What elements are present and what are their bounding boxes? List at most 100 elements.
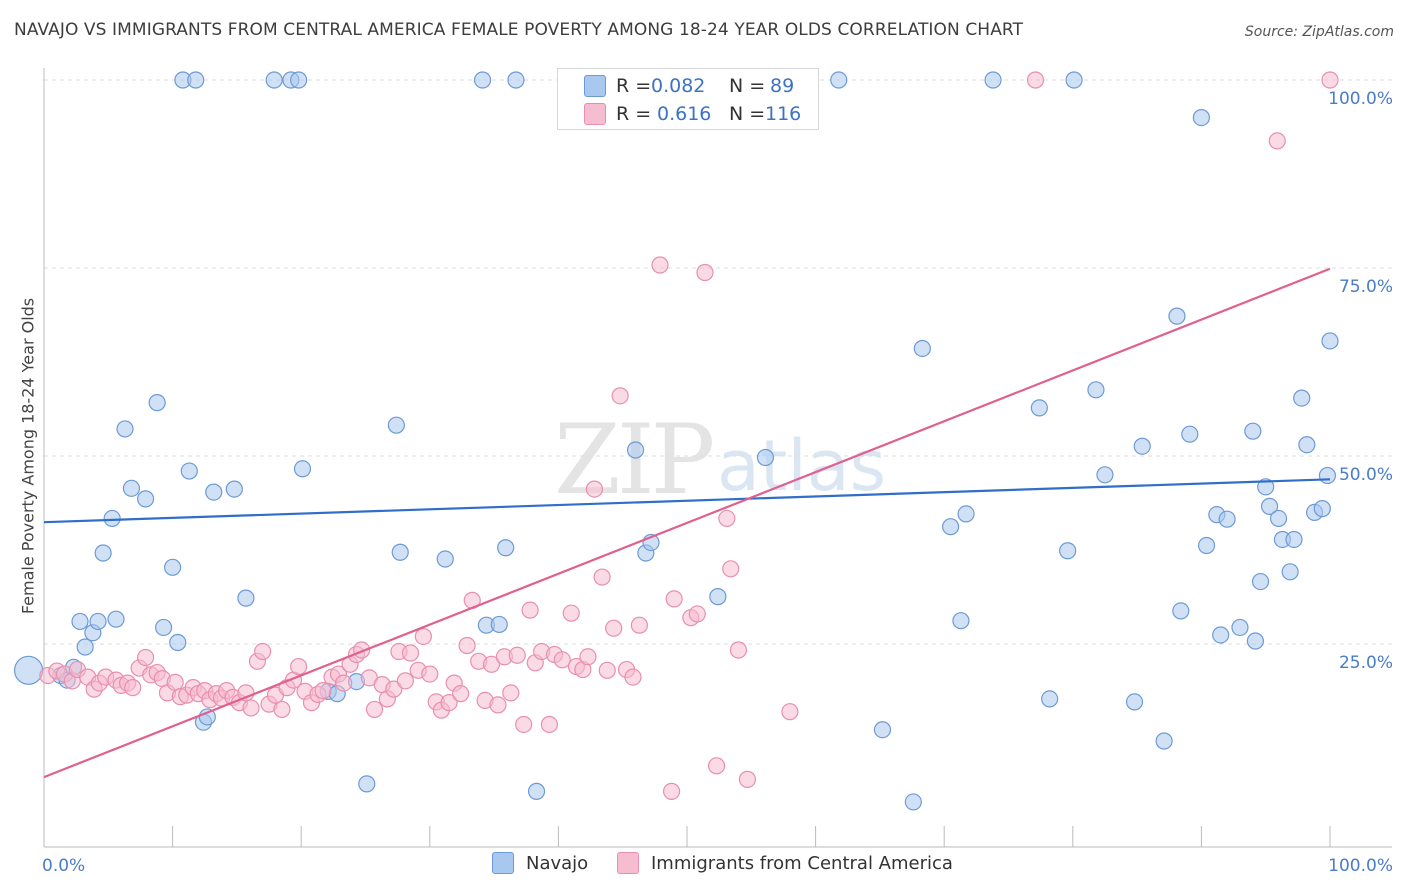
data-point <box>585 480 604 498</box>
data-point <box>873 721 892 739</box>
data-point <box>1260 497 1279 515</box>
data-point <box>718 509 736 528</box>
data-point <box>166 673 184 691</box>
x-tick-label: 0.0% <box>42 856 85 876</box>
data-point <box>89 612 107 631</box>
data-point <box>1192 108 1211 127</box>
data-point <box>482 655 501 673</box>
data-point <box>984 71 1002 89</box>
data-point <box>553 651 571 669</box>
data-point <box>722 560 740 578</box>
data-point <box>440 694 458 712</box>
immigrants-points <box>39 71 1339 800</box>
data-point <box>385 680 403 698</box>
data-point <box>1065 71 1083 89</box>
data-point <box>71 612 89 631</box>
data-point <box>1318 466 1337 485</box>
data-point <box>148 394 166 412</box>
r-value: 0.616 <box>657 103 712 125</box>
data-point <box>662 782 681 800</box>
n-label: N = <box>729 75 766 97</box>
immigrants-legend-swatch <box>617 852 639 874</box>
data-point <box>904 793 922 811</box>
navajo-swatch <box>584 75 606 97</box>
data-point <box>452 685 470 703</box>
data-point <box>365 700 384 719</box>
data-point <box>942 518 960 536</box>
data-point <box>136 648 155 667</box>
data-point <box>1212 626 1230 644</box>
data-point <box>1172 602 1190 620</box>
tick-labels: 25.0% 50.0% 75.0% 100.0% 0.0% 100.0% <box>42 89 1393 876</box>
legend: Navajo Immigrants from Central America <box>0 852 1406 878</box>
data-point <box>387 416 405 434</box>
navajo-points <box>13 71 1339 811</box>
data-point <box>1244 422 1262 440</box>
data-point <box>225 480 243 498</box>
data-point <box>1321 332 1339 350</box>
correlation-stats-box: R = 0.082 N = 89 R = 0.616 N = 116 <box>557 68 819 130</box>
data-point <box>527 782 546 800</box>
data-point <box>651 256 669 274</box>
navajo-legend-swatch <box>492 852 514 874</box>
data-point <box>1155 732 1173 750</box>
n-value: 116 <box>765 103 802 125</box>
r-value: 0.082 <box>651 75 706 97</box>
data-point <box>187 71 205 89</box>
data-point <box>290 657 308 676</box>
data-point <box>605 619 623 637</box>
data-point <box>103 509 121 528</box>
data-point <box>593 568 611 586</box>
data-point <box>1059 542 1077 560</box>
data-point <box>122 479 141 497</box>
y-tick-label: 25.0% <box>1339 653 1393 673</box>
trend-lines <box>43 267 1331 779</box>
data-point <box>76 638 94 656</box>
data-point <box>1251 572 1270 591</box>
data-point <box>358 775 376 793</box>
data-point <box>489 696 507 714</box>
data-point <box>508 646 526 664</box>
data-point <box>290 71 308 89</box>
data-point <box>611 387 629 405</box>
data-point <box>579 648 597 666</box>
data-point <box>1298 436 1316 454</box>
data-point <box>421 665 439 683</box>
data-point <box>830 71 848 89</box>
data-point <box>497 539 515 557</box>
x-tick-label: 100.0% <box>1328 856 1393 876</box>
n-value: 89 <box>770 75 795 97</box>
data-point <box>707 757 726 775</box>
data-point <box>458 636 476 655</box>
data-point <box>1087 381 1105 399</box>
data-point <box>729 641 748 659</box>
data-point <box>515 715 533 734</box>
data-point <box>913 339 931 358</box>
legend-item-immigrants[interactable]: Immigrants from Central America <box>617 852 953 874</box>
data-point <box>107 610 125 628</box>
gridlines <box>44 79 1392 645</box>
data-point <box>293 460 312 478</box>
data-point <box>1257 478 1275 496</box>
immigrants-swatch <box>584 103 606 125</box>
r-label: R = <box>616 103 652 125</box>
legend-item-navajo[interactable]: Navajo <box>492 852 588 874</box>
data-point <box>1181 425 1199 443</box>
watermark-atlas: atlas <box>717 425 887 507</box>
data-point <box>696 263 714 282</box>
data-point <box>1197 536 1216 555</box>
n-label: N = <box>729 103 766 125</box>
axes <box>43 68 1392 848</box>
legend-label-navajo: Navajo <box>526 852 589 874</box>
data-point <box>1218 510 1236 528</box>
data-point <box>1030 399 1048 417</box>
data-point <box>952 612 970 630</box>
data-point <box>94 544 112 562</box>
source-credit: Source: ZipAtlas.com <box>1244 24 1394 40</box>
data-point <box>1096 466 1114 484</box>
data-point <box>473 71 492 89</box>
data-point <box>756 448 775 467</box>
y-tick-label: 50.0% <box>1339 465 1393 485</box>
data-point <box>265 71 283 89</box>
